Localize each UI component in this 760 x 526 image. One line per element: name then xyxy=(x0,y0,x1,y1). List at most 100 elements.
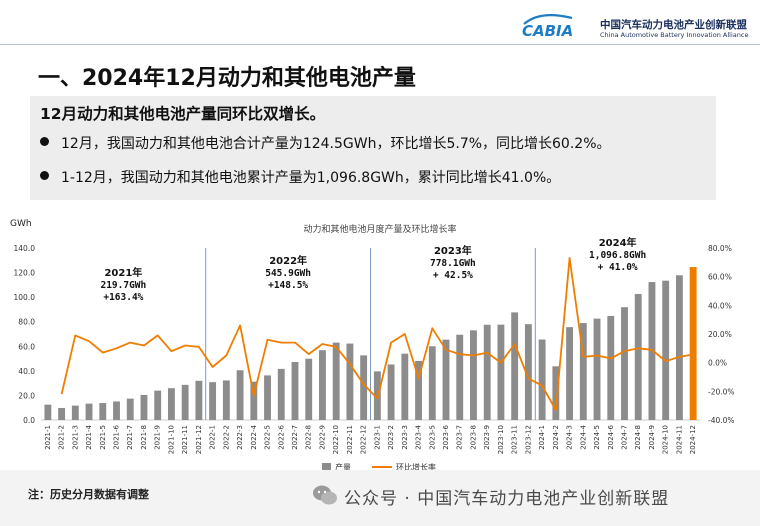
y2-tick-label: 0.0% xyxy=(708,359,727,368)
x-tick-label: 2024-1 xyxy=(538,425,546,450)
bar-production xyxy=(264,375,271,420)
alliance-name: 中国汽车动力电池产业创新联盟 xyxy=(600,19,747,31)
x-tick-label: 2021-12 xyxy=(195,425,203,454)
bar-production xyxy=(113,401,120,420)
x-tick-label: 2023-4 xyxy=(415,424,423,449)
bar-production xyxy=(552,366,560,420)
y-tick-label: 60.0 xyxy=(18,342,35,351)
x-tick-label: 2021-5 xyxy=(99,425,107,450)
header-rule xyxy=(0,44,760,45)
alliance-logo: CABIA 中国汽车动力电池产业创新联盟 China Automotive Ba… xyxy=(520,10,755,40)
x-tick-label: 2021-8 xyxy=(140,425,148,450)
bar-production xyxy=(497,324,505,420)
period-year: 2021年 xyxy=(104,266,142,279)
period-year: 2024年 xyxy=(599,236,637,249)
x-tick-label: 2021-6 xyxy=(113,424,121,449)
page-title: 一、2024年12月动力和其他电池产量 xyxy=(38,66,416,91)
summary-box: 12月动力和其他电池产量同环比双增长。 12月，我国动力和其他电池合计产量为12… xyxy=(30,96,716,200)
bar-production xyxy=(579,323,587,420)
bar-production xyxy=(99,403,107,420)
chart-title: 动力和其他电池月度产量及环比增长率 xyxy=(303,223,456,235)
x-tick-label: 2023-7 xyxy=(456,425,464,450)
period-total: 778.1GWh xyxy=(430,258,476,269)
y-tick-label: 140.0 xyxy=(14,244,36,253)
x-tick-label: 2022-10 xyxy=(332,425,340,454)
bar-production xyxy=(415,360,422,420)
logo-wordmark: CABIA xyxy=(522,22,573,38)
x-tick-label: 2023-5 xyxy=(428,425,436,450)
y2-tick-label: 80.0% xyxy=(708,244,732,253)
bar-production xyxy=(332,342,340,420)
bar-production xyxy=(209,382,217,420)
bar-production xyxy=(648,282,656,420)
bar-production xyxy=(511,312,519,420)
period-total: 545.9GWh xyxy=(265,268,311,279)
x-tick-label: 2021-10 xyxy=(167,425,175,454)
x-tick-label: 2023-12 xyxy=(524,425,532,454)
bar-production xyxy=(319,350,326,420)
bullet-dot-icon xyxy=(40,137,49,146)
x-tick-label: 2021-3 xyxy=(71,425,79,450)
x-tick-label: 2024-12 xyxy=(689,425,697,454)
x-tick-label: 2023-6 xyxy=(442,424,450,449)
x-tick-label: 2024-10 xyxy=(662,425,670,454)
bar-production xyxy=(607,315,615,420)
bar-production xyxy=(428,346,436,420)
line-mom-growth xyxy=(60,257,694,411)
bar-production xyxy=(593,318,601,420)
x-tick-label: 2022-1 xyxy=(209,425,217,450)
cabia-logo-mark: CABIA xyxy=(522,13,573,38)
bar-production xyxy=(167,388,175,420)
bar-production xyxy=(44,404,52,420)
bar-production xyxy=(524,324,532,420)
x-tick-label: 2022-6 xyxy=(277,424,285,449)
x-tick-label: 2021-4 xyxy=(85,424,93,449)
x-tick-label: 2021-11 xyxy=(181,425,189,454)
legend-label-growth: 环比增长率 xyxy=(396,462,436,472)
x-tick-label: 2021-7 xyxy=(126,425,134,450)
period-total: 1,096.8GWh xyxy=(589,250,646,261)
bar-production xyxy=(483,324,491,420)
x-tick-label: 2024-5 xyxy=(593,425,601,450)
x-tick-label: 2024-3 xyxy=(566,425,574,450)
x-tick-label: 2023-3 xyxy=(401,425,409,450)
bar-production xyxy=(634,293,642,420)
bar-production xyxy=(71,405,79,420)
bar-production xyxy=(154,390,162,420)
x-tick-label: 2021-2 xyxy=(58,425,66,450)
x-tick-label: 2024-7 xyxy=(620,425,628,450)
x-tick-label: 2022-12 xyxy=(360,425,368,454)
x-tick-label: 2024-2 xyxy=(552,425,560,450)
period-growth: +148.5% xyxy=(268,280,308,291)
x-tick-label: 2024-6 xyxy=(607,424,615,449)
x-tick-label: 2022-8 xyxy=(305,425,313,450)
bar-production xyxy=(538,339,546,420)
y-tick-label: 20.0 xyxy=(18,391,35,400)
bar-production xyxy=(250,381,258,420)
x-tick-label: 2021-9 xyxy=(154,425,162,450)
y2-tick-label: 20.0% xyxy=(708,330,732,339)
period-total: 219.7GWh xyxy=(100,280,146,291)
bar-production xyxy=(195,380,203,420)
x-tick-label: 2022-2 xyxy=(222,425,230,450)
y-axis-unit: GWh xyxy=(10,219,32,229)
bar-production xyxy=(566,327,574,420)
bar-production xyxy=(387,364,395,420)
x-tick-label: 2023-9 xyxy=(483,425,491,450)
x-tick-label: 2022-9 xyxy=(318,425,326,450)
bar-production xyxy=(401,353,409,420)
x-tick-label: 2024-8 xyxy=(634,425,642,450)
bar-production xyxy=(456,334,464,420)
bar-production xyxy=(662,280,670,420)
y-tick-label: 80.0 xyxy=(18,318,35,327)
bar-production xyxy=(305,358,313,420)
x-tick-label: 2022-11 xyxy=(346,425,354,454)
bar-production xyxy=(85,403,93,420)
bar-production xyxy=(689,267,697,420)
x-tick-label: 2022-5 xyxy=(264,425,272,450)
footer-bar: 注：历史分月数据有调整 公众号 · 中国汽车动力电池产业创新联盟 xyxy=(0,470,760,526)
period-growth: + 41.0% xyxy=(598,262,638,273)
x-tick-label: 2023-1 xyxy=(373,425,381,450)
bar-production xyxy=(291,362,299,420)
legend-label-production: 产量 xyxy=(335,462,351,472)
